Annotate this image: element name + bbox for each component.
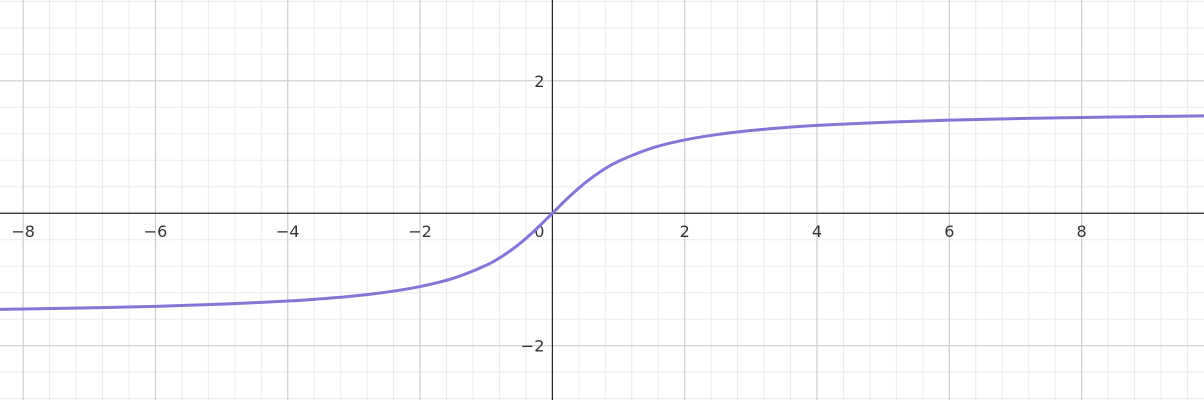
x-tick-label: 8 [1077, 222, 1087, 241]
series-line[interactable] [0, 114, 1204, 311]
x-tick-label: −8 [11, 222, 35, 241]
x-tick-label: 4 [812, 222, 822, 241]
y-tick-label: 2 [534, 72, 544, 91]
y-tick-label: −2 [521, 337, 545, 356]
tick-labels: −8 −6 −4 −2 2 4 6 8 −2 2 0 [11, 72, 1086, 356]
x-tick-label: −6 [144, 222, 168, 241]
x-tick-label: 6 [944, 222, 954, 241]
x-tick-label: −4 [276, 222, 300, 241]
x-tick-label: −2 [408, 222, 432, 241]
origin-label: 0 [534, 222, 544, 241]
x-tick-label: 2 [680, 222, 690, 241]
series-layer [0, 114, 1204, 311]
